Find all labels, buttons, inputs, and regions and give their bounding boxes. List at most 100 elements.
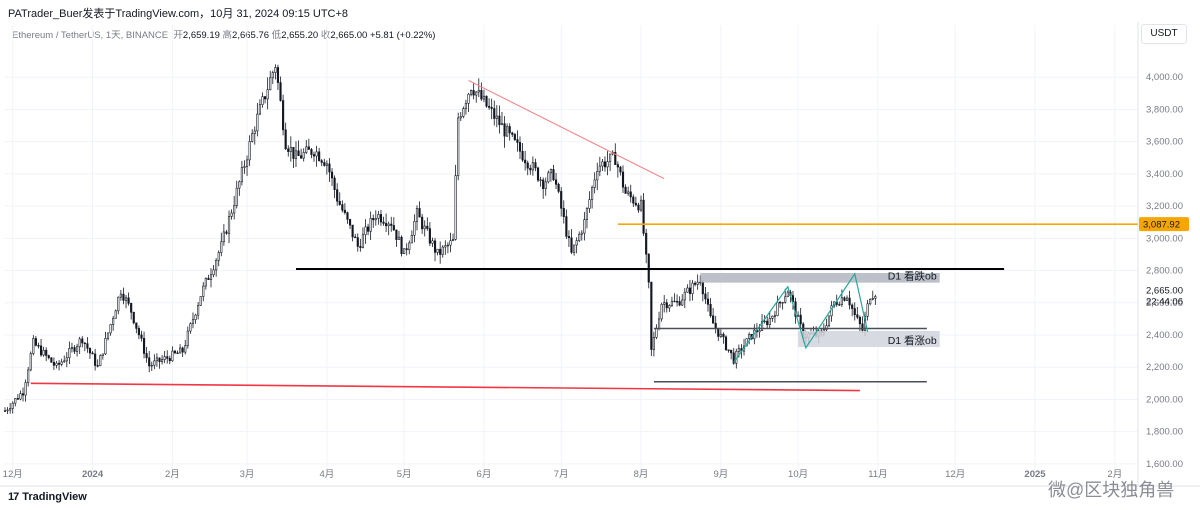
candle-down (333, 177, 336, 190)
candle-down (565, 216, 568, 237)
last-price-label: 2,665.00 (1146, 285, 1183, 296)
candle-down (856, 314, 859, 318)
candle-up (758, 330, 761, 333)
candle-up (117, 296, 120, 312)
candle-up (248, 141, 251, 161)
candle-up (655, 328, 658, 338)
candle-up (786, 291, 789, 298)
candle-down (385, 223, 388, 227)
tradingview-logo[interactable]: 17 TradingView (8, 491, 87, 503)
candle-down (560, 191, 563, 209)
candle-up (544, 181, 547, 189)
candle-up (591, 187, 594, 200)
candle-up (215, 259, 218, 271)
candle-up (781, 302, 784, 304)
low-label: 低 (271, 30, 282, 41)
candle-up (70, 347, 74, 349)
candle-down (717, 327, 720, 337)
candle-up (266, 89, 269, 100)
source-watermark: 微@区块独角兽 (1048, 480, 1175, 500)
candle-down (346, 212, 349, 220)
candle-up (652, 337, 655, 350)
candle-down (297, 150, 300, 156)
candle-down (142, 337, 146, 354)
candle-up (596, 171, 599, 181)
candle-down (343, 209, 346, 213)
candle-up (464, 103, 467, 109)
candle-up (361, 234, 364, 248)
candle-up (199, 296, 202, 306)
candle-up (506, 126, 509, 137)
candle-up (691, 282, 694, 294)
candle-down (130, 303, 133, 313)
candle-down (704, 293, 707, 300)
time-tick-label: 3月 (240, 469, 255, 480)
candle-up (163, 356, 166, 360)
candle-down (634, 202, 637, 206)
candle-up (845, 297, 849, 301)
candle-down (513, 134, 516, 140)
candle-down (148, 357, 151, 367)
price-tick-label: 2,600.00 (1146, 298, 1183, 309)
time-tick-label: 6月 (477, 469, 492, 480)
price-axis: 4,000.00 3,800.00 3,600.00 3,400.00 3,200.00… (1137, 22, 1189, 486)
candle-up (748, 333, 751, 339)
candle-up (42, 349, 45, 356)
candle-down (766, 320, 769, 326)
candle-up (768, 318, 771, 326)
candle-down (122, 293, 125, 301)
candle-down (137, 328, 140, 336)
candle-down (276, 67, 280, 83)
candle-up (235, 187, 238, 206)
candle-up (760, 321, 764, 331)
candle-down (372, 218, 375, 221)
candle-up (9, 408, 12, 411)
candle-up (109, 324, 112, 334)
candle-down (645, 232, 648, 255)
candle-up (32, 338, 35, 354)
candle-up (531, 162, 534, 171)
candle-down (498, 115, 501, 126)
price-tick-label: 3,800.00 (1146, 104, 1183, 115)
candle-down (848, 297, 851, 306)
candle-down (81, 338, 84, 344)
candle-up (212, 269, 215, 276)
support-trend-line (30, 382, 860, 392)
change-value: +5.81 (+0.22%) (369, 30, 436, 41)
candle-up (773, 315, 776, 317)
currency-button[interactable]: USDT (1141, 24, 1187, 44)
candle-down (168, 358, 171, 362)
candle-down (400, 236, 403, 255)
candle-down (621, 171, 625, 188)
candle-down (472, 90, 475, 96)
time-tick-label: 8月 (634, 469, 649, 480)
candle-up (423, 225, 426, 230)
candle-down (96, 365, 99, 367)
candle-up (500, 123, 504, 126)
candle-up (217, 252, 220, 261)
candle-down (132, 311, 135, 324)
time-tick-label: 2025 (1024, 469, 1046, 480)
candle-down (73, 347, 76, 352)
candle-up (601, 161, 604, 167)
candle-up (11, 402, 14, 409)
candle-up (104, 338, 107, 355)
candle-up (189, 323, 192, 332)
candle-up (202, 285, 205, 297)
close-value: 2,665.00 (330, 30, 368, 41)
candle-down (861, 323, 864, 331)
candle-up (253, 130, 256, 134)
close-label: 收 (320, 30, 331, 41)
high-label: 高 (222, 30, 233, 41)
open-label: 开 (173, 30, 183, 41)
candle-down (145, 353, 148, 359)
candle-down (127, 297, 130, 304)
candle-up (683, 291, 686, 301)
candle-down (858, 316, 861, 325)
time-tick-label: 4月 (319, 469, 334, 480)
candle-down (405, 248, 408, 250)
candle-up (454, 175, 457, 240)
candle-down (83, 342, 86, 345)
candle-up (171, 350, 174, 362)
